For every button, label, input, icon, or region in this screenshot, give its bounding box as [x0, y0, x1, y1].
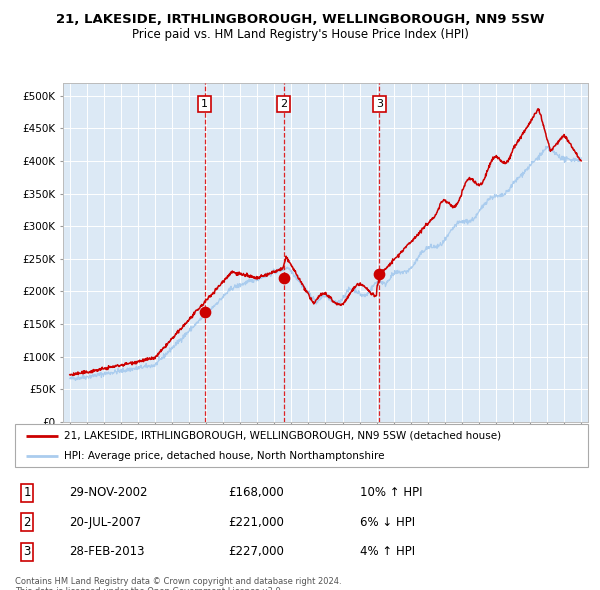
- Text: £221,000: £221,000: [228, 516, 284, 529]
- Text: 6% ↓ HPI: 6% ↓ HPI: [360, 516, 415, 529]
- Text: Price paid vs. HM Land Registry's House Price Index (HPI): Price paid vs. HM Land Registry's House …: [131, 28, 469, 41]
- Text: 21, LAKESIDE, IRTHLINGBOROUGH, WELLINGBOROUGH, NN9 5SW: 21, LAKESIDE, IRTHLINGBOROUGH, WELLINGBO…: [56, 13, 544, 26]
- Text: HPI: Average price, detached house, North Northamptonshire: HPI: Average price, detached house, Nort…: [64, 451, 384, 461]
- Point: [279, 273, 289, 283]
- Text: 20-JUL-2007: 20-JUL-2007: [69, 516, 141, 529]
- Text: 1: 1: [23, 486, 31, 499]
- Point: [200, 307, 209, 317]
- Text: 3: 3: [376, 99, 383, 109]
- Text: 3: 3: [23, 545, 31, 558]
- Text: £227,000: £227,000: [228, 545, 284, 558]
- Text: £168,000: £168,000: [228, 486, 284, 499]
- Text: 29-NOV-2002: 29-NOV-2002: [69, 486, 148, 499]
- Text: 1: 1: [201, 99, 208, 109]
- Text: 2: 2: [280, 99, 287, 109]
- Text: 21, LAKESIDE, IRTHLINGBOROUGH, WELLINGBOROUGH, NN9 5SW (detached house): 21, LAKESIDE, IRTHLINGBOROUGH, WELLINGBO…: [64, 431, 501, 441]
- Text: 4% ↑ HPI: 4% ↑ HPI: [360, 545, 415, 558]
- Text: 28-FEB-2013: 28-FEB-2013: [69, 545, 145, 558]
- FancyBboxPatch shape: [15, 424, 588, 467]
- Text: 2: 2: [23, 516, 31, 529]
- Text: 10% ↑ HPI: 10% ↑ HPI: [360, 486, 422, 499]
- Text: Contains HM Land Registry data © Crown copyright and database right 2024.
This d: Contains HM Land Registry data © Crown c…: [15, 577, 341, 590]
- Point: [374, 269, 384, 278]
